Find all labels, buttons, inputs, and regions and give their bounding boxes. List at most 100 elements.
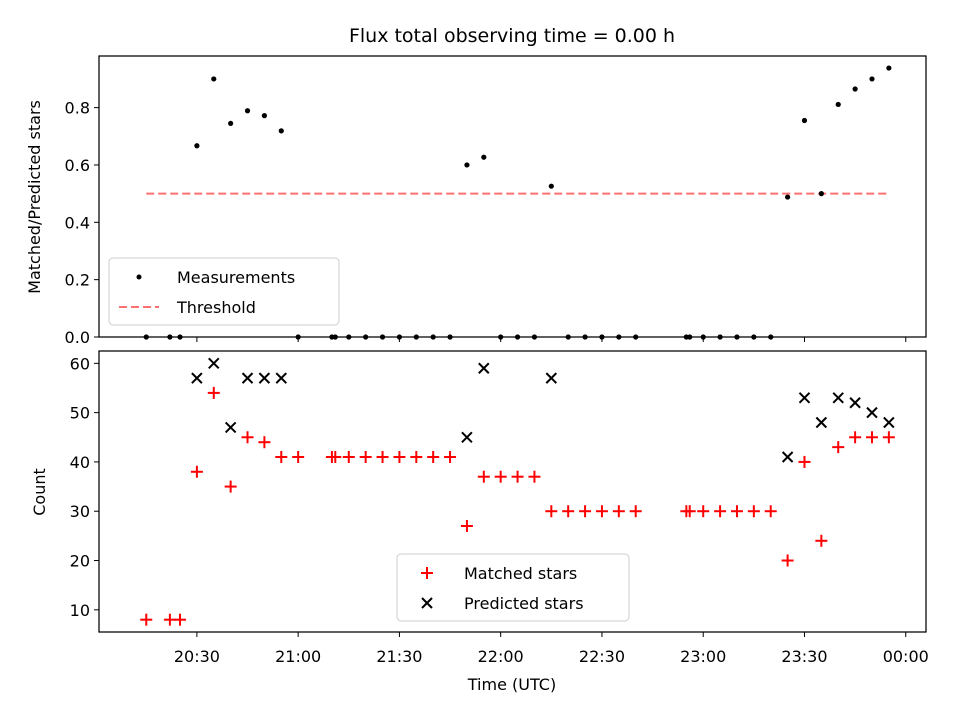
count-y-axis-label: Count	[30, 468, 49, 516]
count-x-tick-label: 21:00	[275, 647, 321, 666]
ratio-legend-box	[108, 257, 340, 326]
matched-star-point	[427, 450, 440, 463]
matched-star-point	[410, 450, 423, 463]
ratio-panel-marks	[143, 65, 892, 340]
count-x-tick-label: 20:30	[174, 647, 220, 666]
count-x-tick-label: 00:00	[883, 647, 929, 666]
measurement-point	[565, 334, 571, 340]
matched-star-point	[460, 520, 473, 533]
predicted-star-point	[832, 392, 844, 404]
matched-star-point	[595, 505, 608, 518]
count-y-tick-label: 40	[70, 453, 90, 472]
legend-predicted-marker	[421, 597, 433, 609]
matched-star-point	[528, 470, 541, 483]
measurement-point	[244, 108, 251, 114]
measurement-point	[751, 334, 757, 340]
measurement-point	[167, 334, 173, 340]
measurement-point	[514, 334, 521, 340]
matched-star-point	[359, 450, 372, 463]
ratio-y-axis-label: Matched/Predicted stars	[25, 100, 44, 294]
matched-star-point	[511, 470, 524, 483]
matched-star-point	[207, 386, 220, 399]
matched-star-point	[376, 450, 389, 463]
matched-star-point	[241, 431, 254, 444]
measurement-point	[363, 334, 369, 340]
measurement-point	[261, 113, 267, 119]
count-y-tick-label: 60	[70, 354, 90, 373]
measurement-point	[177, 334, 183, 340]
measurement-point	[498, 334, 504, 340]
matched-star-point	[174, 613, 187, 626]
measurement-point	[835, 101, 841, 108]
measurement-point	[447, 334, 453, 340]
matched-star-point	[579, 505, 592, 518]
measurement-point	[211, 76, 217, 82]
matched-star-point	[849, 431, 862, 444]
count-x-tick-label: 23:00	[680, 647, 726, 666]
predicted-star-point	[781, 451, 794, 463]
matched-star-point	[865, 431, 878, 444]
count-x-tick-label: 22:30	[579, 647, 625, 666]
matched-star-point	[764, 505, 777, 518]
ratio-panel: 0.00.20.40.60.8 Matched/Predicted stars …	[25, 55, 927, 347]
count-y-tick-label: 50	[70, 404, 90, 423]
predicted-star-point	[191, 372, 203, 384]
measurement-point	[379, 334, 386, 340]
matched-star-point	[444, 450, 457, 463]
measurement-point	[633, 334, 639, 340]
measurement-point	[582, 334, 588, 340]
predicted-star-point	[224, 421, 237, 434]
predicted-star-point	[883, 416, 895, 429]
predicted-star-point	[241, 372, 254, 384]
predicted-star-point	[798, 392, 811, 404]
matched-star-point	[730, 505, 743, 518]
matched-star-point	[612, 505, 625, 518]
measurement-point	[531, 334, 538, 340]
measurement-point	[869, 76, 875, 82]
matched-star-point	[798, 455, 811, 468]
matched-star-point	[292, 450, 305, 463]
matched-star-point	[714, 505, 727, 518]
measurement-point	[768, 334, 774, 340]
ratio-y-tick-label: 0.8	[65, 99, 90, 118]
matched-star-point	[781, 554, 794, 567]
matched-star-point	[832, 441, 845, 454]
measurement-point	[616, 334, 622, 340]
matched-star-point	[747, 505, 760, 518]
matched-star-point	[140, 613, 153, 626]
measurement-point	[332, 334, 338, 340]
legend-matched-label: Matched stars	[464, 564, 577, 583]
count-panel-marks	[140, 357, 895, 626]
matched-star-point	[494, 470, 507, 483]
legend-threshold-label: Threshold	[176, 298, 256, 317]
ratio-legend: Measurements Threshold	[108, 257, 340, 326]
matched-star-point	[562, 505, 575, 518]
predicted-star-point	[478, 362, 490, 374]
matched-star-point	[329, 450, 342, 463]
matched-star-point	[393, 450, 406, 463]
matched-star-point	[697, 505, 710, 518]
measurement-point	[430, 334, 436, 340]
measurement-point	[700, 334, 706, 340]
matched-star-point	[629, 505, 642, 518]
legend-predicted-label: Predicted stars	[464, 594, 584, 613]
count-legend: Matched stars Predicted stars	[396, 553, 630, 622]
legend-measurements-label: Measurements	[177, 268, 295, 287]
measurement-point	[346, 334, 352, 340]
ratio-y-tick-label: 0.2	[65, 271, 90, 290]
matched-star-point	[224, 480, 237, 493]
ratio-panel-frame	[98, 55, 927, 338]
measurement-point	[413, 334, 419, 340]
predicted-star-point	[815, 416, 828, 429]
measurement-point	[295, 334, 301, 340]
measurement-point	[818, 191, 824, 197]
predicted-star-point	[275, 372, 287, 384]
x-axis-label: Time (UTC)	[467, 675, 556, 694]
legend-measurements-marker	[136, 274, 142, 280]
measurement-point	[599, 334, 605, 340]
measurement-point	[228, 120, 234, 126]
matched-star-point	[190, 465, 203, 478]
ratio-y-tick-label: 0.4	[65, 213, 90, 232]
measurement-point	[687, 334, 693, 340]
